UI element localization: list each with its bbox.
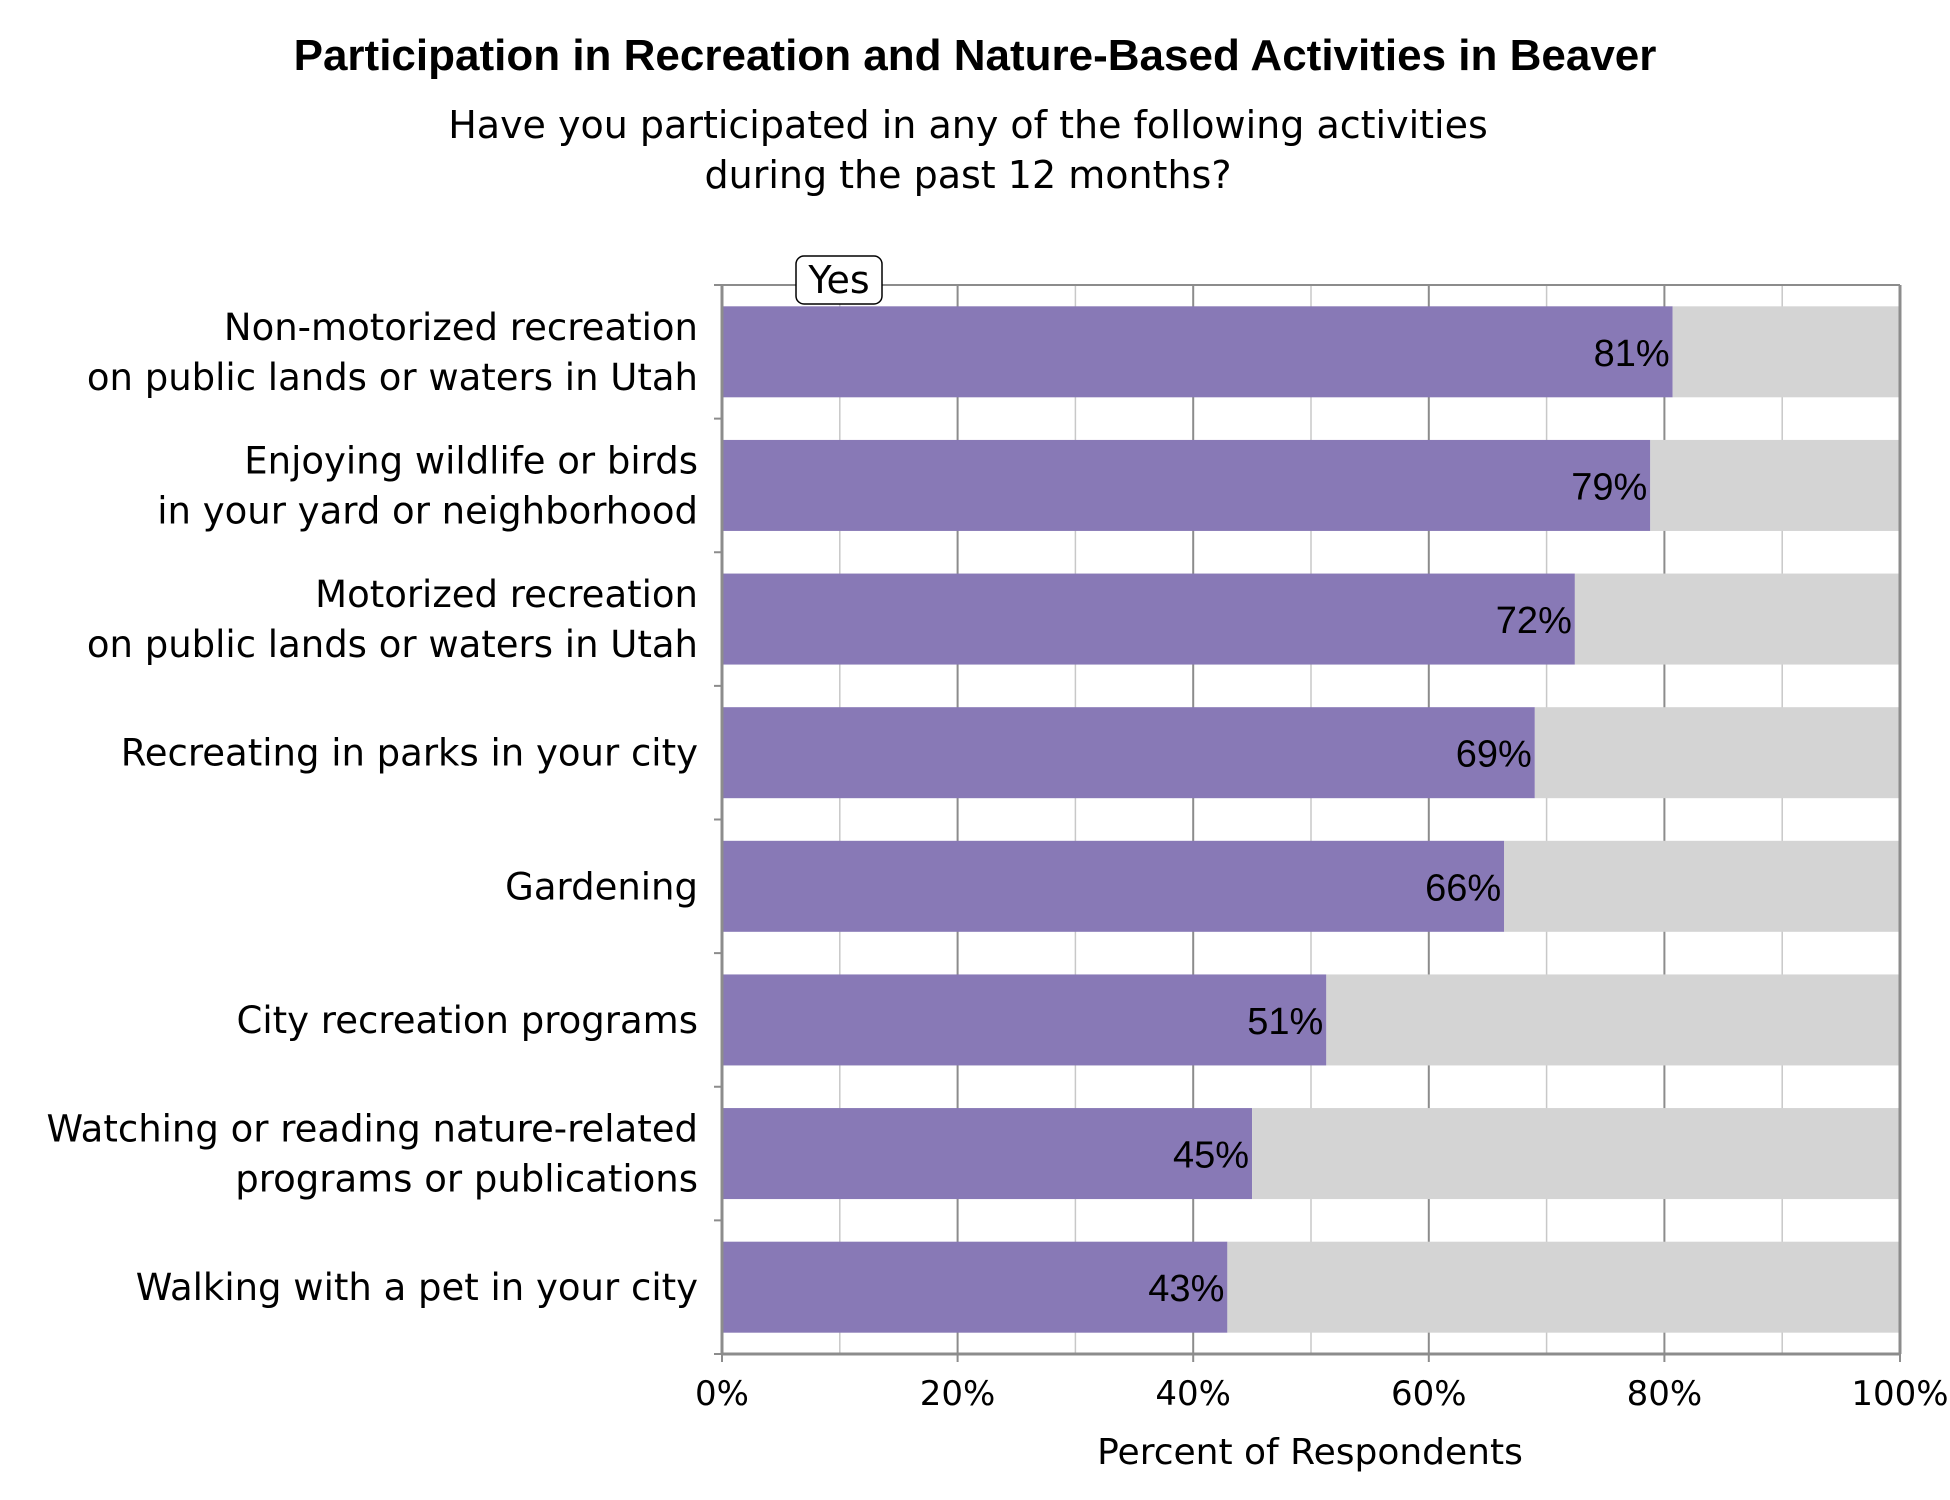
value-label-0: 81%	[1594, 333, 1670, 375]
legend-label-yes: Yes	[807, 258, 869, 302]
category-label-1-line-0: Enjoying wildlife or birds	[244, 439, 698, 482]
value-label-6: 45%	[1173, 1135, 1249, 1177]
category-label-0-line-0: Non-motorized recreation	[224, 306, 698, 349]
bar-yes-4	[722, 840, 1505, 932]
value-label-1: 79%	[1571, 466, 1647, 508]
x-tick-label-0: 0%	[695, 1374, 749, 1414]
bar-remainder-5	[1326, 974, 1900, 1066]
axes	[714, 284, 1902, 1362]
legend: Yes	[795, 255, 883, 305]
x-tick-label-2: 40%	[1155, 1374, 1231, 1414]
bars	[722, 306, 1900, 1333]
chart-subtitle-line-2: during the past 12 months?	[704, 153, 1231, 197]
x-tick-label-5: 100%	[1851, 1374, 1948, 1414]
chart-title: Participation in Recreation and Nature-B…	[294, 31, 1657, 80]
bar-yes-0	[722, 306, 1673, 398]
category-label-3-line-0: Recreating in parks in your city	[121, 732, 698, 775]
value-label-4: 66%	[1425, 867, 1501, 909]
value-label-5: 51%	[1247, 1001, 1323, 1043]
bar-remainder-2	[1574, 573, 1900, 665]
bar-remainder-6	[1252, 1108, 1900, 1200]
x-tick-label-3: 60%	[1391, 1374, 1467, 1414]
category-label-2-line-0: Motorized recreation	[315, 573, 698, 616]
x-tick-label-1: 20%	[920, 1374, 996, 1414]
value-label-7: 43%	[1148, 1268, 1224, 1310]
bar-yes-2	[722, 573, 1575, 665]
category-label-6-line-1: programs or publications	[235, 1158, 698, 1201]
category-label-7-line-0: Walking with a pet in your city	[136, 1266, 698, 1309]
category-label-2-line-1: on public lands or waters in Utah	[87, 623, 698, 666]
value-label-2: 72%	[1496, 600, 1572, 642]
category-label-0-line-1: on public lands or waters in Utah	[87, 356, 698, 399]
x-axis-title: Percent of Respondents	[1097, 1432, 1523, 1473]
bar-remainder-7	[1227, 1241, 1900, 1333]
bar-yes-1	[722, 439, 1651, 531]
bar-yes-5	[722, 974, 1327, 1066]
category-label-4-line-0: Gardening	[505, 865, 698, 908]
value-label-3: 69%	[1456, 734, 1532, 776]
bar-remainder-0	[1672, 306, 1900, 398]
category-label-5-line-0: City recreation programs	[237, 999, 698, 1042]
bar-remainder-1	[1650, 439, 1900, 531]
bar-yes-3	[722, 707, 1535, 799]
category-label-6-line-0: Watching or reading nature-related	[46, 1108, 698, 1151]
bar-yes-7	[722, 1241, 1228, 1333]
bar-remainder-4	[1504, 840, 1900, 932]
legend-box	[795, 255, 883, 305]
x-tick-label-4: 80%	[1627, 1374, 1703, 1414]
labels: 81% Non-motorized recreation on public lan…	[46, 306, 1948, 1414]
chart-subtitle-line-1: Have you participated in any of the foll…	[448, 103, 1488, 147]
bar-remainder-3	[1534, 707, 1900, 799]
category-label-1-line-1: in your yard or neighborhood	[157, 489, 698, 532]
bar-yes-6	[722, 1108, 1253, 1200]
